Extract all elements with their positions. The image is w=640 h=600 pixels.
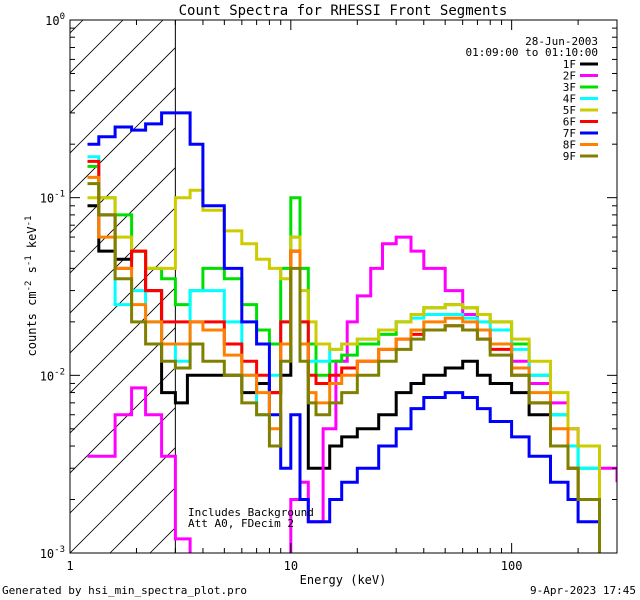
legend-label-5F: 5F [563, 104, 576, 117]
plot-frame [69, 19, 618, 554]
y-axis-label: counts cm-2 s-1 keV-1 [24, 216, 39, 357]
hatch-line [70, 247, 176, 354]
hatch-line [470, 0, 640, 553]
x-tick-label: 1 [66, 559, 73, 573]
y-tick-label: 100 [45, 12, 65, 28]
hatch-line [390, 0, 640, 553]
hatch-line [70, 20, 84, 34]
x-tick-label: 10 [284, 559, 298, 573]
legend-label-8F: 8F [563, 139, 576, 152]
hatch-line [630, 0, 640, 553]
hatch-line [350, 0, 640, 553]
chart-title: Count Spectra for RHESSI Front Segments [179, 3, 508, 19]
hatch-line [70, 207, 176, 314]
legend-label-4F: 4F [563, 93, 576, 106]
date-label: 28-Jun-2003 [525, 35, 598, 48]
timestamp-label: 9-Apr-2023 17:45 [530, 584, 636, 597]
hatch-line [70, 367, 176, 474]
hatch-line [310, 0, 640, 553]
legend-label-9F: 9F [563, 150, 576, 163]
hatch-line [70, 20, 164, 114]
legend-label-2F: 2F [563, 70, 576, 83]
legend-label-1F: 1F [563, 58, 576, 71]
legend-label-7F: 7F [563, 127, 576, 140]
hatched-region [0, 0, 640, 553]
hatch-line [70, 167, 176, 274]
x-axis-label: Energy (keV) [300, 573, 387, 587]
hatch-line [270, 0, 640, 553]
hatch-line [70, 407, 176, 514]
series-line-9F [87, 182, 601, 553]
legend-label-6F: 6F [563, 116, 576, 129]
series-line-6F [87, 159, 601, 553]
hatch-line [0, 0, 110, 553]
series-line-7F [87, 111, 601, 553]
hatch-line [590, 0, 640, 553]
y-tick-label: 10-3 [40, 545, 65, 561]
y-tick-label: 10-2 [40, 367, 65, 383]
hatch-line [70, 47, 176, 154]
y-tick-label: 10-1 [40, 190, 65, 206]
series-layer [87, 111, 617, 553]
hatch-line [70, 327, 176, 434]
axis-layer: 1 10 100 100 10-1 10-2 10-3 [40, 12, 618, 573]
hatch-line [70, 20, 124, 74]
hatch-line [70, 87, 176, 194]
generated-by-label: Generated by hsi_min_spectra_plot.pro [2, 584, 247, 597]
hatch-line [70, 447, 176, 553]
hatch-line [109, 487, 176, 553]
series-line-5F [87, 188, 601, 500]
annotation-background: Includes Background [188, 506, 314, 519]
hatch-line [430, 0, 640, 553]
legend-label-3F: 3F [563, 81, 576, 94]
hatch-line [70, 287, 176, 394]
series-line-1F [87, 204, 601, 533]
annotation-attenuator: Att A0, FDecim 2 [188, 517, 294, 530]
x-tick-label: 100 [501, 559, 523, 573]
series-line-8F [87, 175, 601, 539]
time-range-label: 01:09:00 to 01:10:00 [466, 46, 598, 59]
